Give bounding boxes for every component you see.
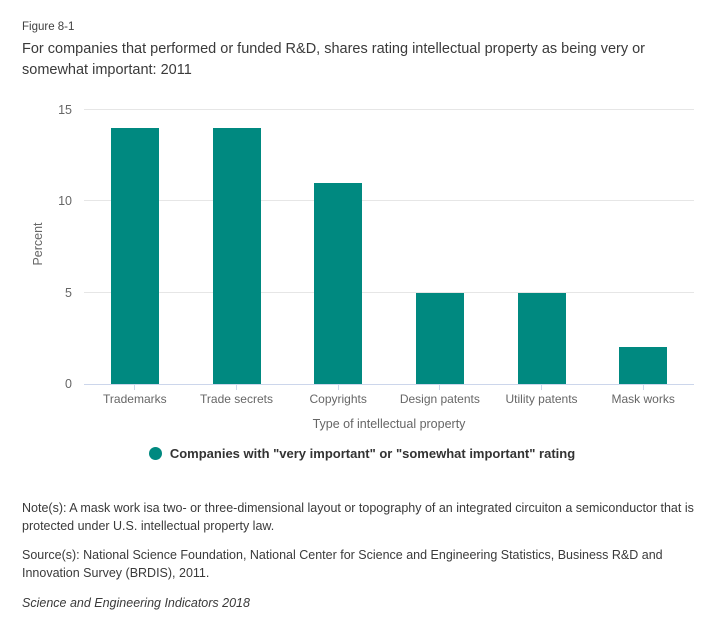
x-category-label-mask-works: Mask works bbox=[611, 392, 675, 406]
x-category-label-design-patents: Design patents bbox=[399, 392, 480, 406]
publication-footer: Science and Engineering Indicators 2018 bbox=[22, 596, 250, 610]
x-axis-title: Type of intellectual property bbox=[312, 417, 466, 431]
x-axis-tick bbox=[439, 384, 441, 390]
bar-cell-copyrights bbox=[287, 110, 389, 384]
bar-cell-utility-patents bbox=[491, 110, 593, 384]
x-axis-tick bbox=[541, 384, 542, 390]
x-category-labels: Trademarks Trade secrets Copyrights Design … bbox=[84, 392, 694, 406]
figure-number: Figure 8-1 bbox=[22, 21, 75, 33]
legend-marker-icon bbox=[148, 447, 162, 460]
x-axis-tick bbox=[236, 384, 237, 390]
plot-area bbox=[84, 109, 694, 390]
x-axis-tick bbox=[642, 384, 644, 390]
bar-mask-works[interactable] bbox=[619, 347, 668, 384]
y-axis-tick-labels: 0 5 10 15 bbox=[24, 103, 72, 391]
y-tick-label-0: 0 bbox=[65, 377, 72, 391]
bar-copyrights[interactable] bbox=[314, 183, 363, 384]
bar-design-patents[interactable] bbox=[415, 292, 464, 384]
bar-trade-secrets[interactable] bbox=[212, 128, 261, 384]
gridline-5 bbox=[84, 291, 694, 293]
bar-cell-design-patents bbox=[389, 110, 491, 384]
legend-item[interactable]: Companies with "very important" or "some… bbox=[0, 446, 724, 461]
legend-label: Companies with "very important" or "some… bbox=[169, 446, 576, 461]
gridline-15 bbox=[84, 109, 694, 110]
x-axis-tick bbox=[134, 384, 136, 390]
bar-cell-trademarks bbox=[84, 110, 186, 384]
x-category-label-utility-patents: Utility patents bbox=[505, 392, 578, 406]
note-text: Note(s): A mask work isa two- or three-d… bbox=[22, 501, 694, 533]
bar-cell-mask-works bbox=[592, 110, 694, 384]
chart-title: For companies that performed or funded R… bbox=[22, 41, 646, 78]
y-tick-label-10: 10 bbox=[58, 194, 72, 209]
x-category-label-copyrights: Copyrights bbox=[309, 392, 367, 406]
x-axis-tick bbox=[337, 384, 339, 390]
bars-row bbox=[84, 110, 694, 384]
bar-cell-trade-secrets bbox=[186, 110, 288, 384]
x-category-label-trade-secrets: Trade secrets bbox=[200, 392, 273, 406]
bar-trademarks[interactable] bbox=[110, 128, 159, 384]
y-tick-label-15: 15 bbox=[58, 103, 72, 117]
gridline-10 bbox=[84, 200, 694, 202]
y-tick-label-5: 5 bbox=[65, 285, 72, 300]
source-text: Source(s): National Science Foundation, … bbox=[22, 548, 663, 580]
bar-utility-patents[interactable] bbox=[517, 292, 566, 384]
x-category-label-trademarks: Trademarks bbox=[103, 392, 167, 406]
